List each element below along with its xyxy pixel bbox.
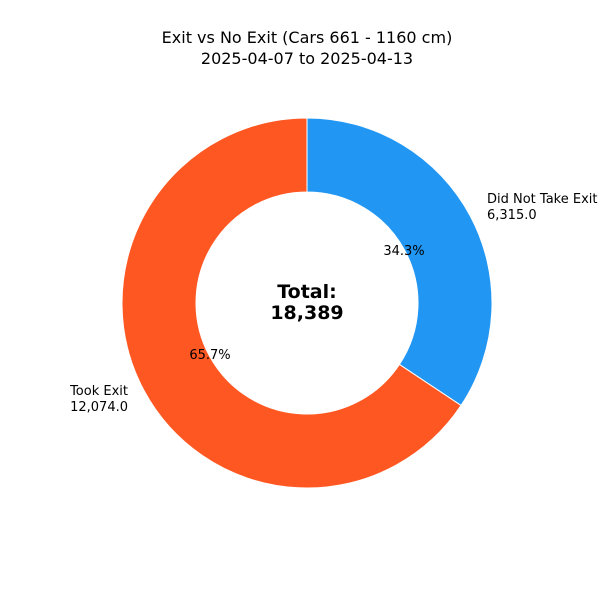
- slice-value-did-not-take-exit: 6,315.0: [487, 208, 537, 223]
- slice-percent-took-exit: 65.7%: [189, 348, 230, 363]
- slice-label-took-exit: Took Exit: [69, 384, 128, 399]
- slice-label-did-not-take-exit: Did Not Take Exit: [487, 192, 597, 207]
- donut-slices: [121, 117, 493, 489]
- slice-percent-did-not-take-exit: 34.3%: [383, 244, 424, 259]
- chart-subtitle: 2025-04-07 to 2025-04-13: [201, 49, 413, 68]
- donut-slice-took-exit: [121, 117, 462, 489]
- center-total-value: 18,389: [270, 302, 343, 324]
- slice-value-took-exit: 12,074.0: [70, 400, 128, 415]
- donut-slice-did-not-take-exit: [306, 117, 493, 407]
- chart-title: Exit vs No Exit (Cars 661 - 1160 cm): [162, 28, 453, 47]
- center-total-label: Total:: [277, 281, 337, 303]
